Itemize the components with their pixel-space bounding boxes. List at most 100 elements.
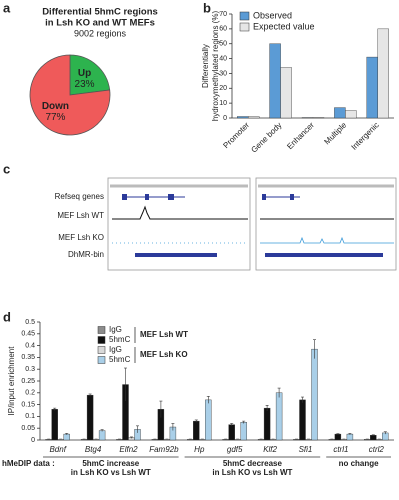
error-bar <box>100 429 104 432</box>
y-tick-label: 20 <box>219 85 227 92</box>
bar <box>240 422 247 441</box>
error-bar <box>206 396 210 404</box>
error-bar <box>136 425 139 433</box>
group-label: 5hmC decrease <box>223 459 283 468</box>
y-tick-label: 0.45 <box>21 331 35 338</box>
exon <box>145 194 149 200</box>
x-tick-label: Sfi1 <box>299 445 313 454</box>
bar <box>366 56 378 119</box>
legend-group-label: MEF Lsh KO <box>140 350 188 359</box>
panel-label: c <box>3 161 10 176</box>
error-bar <box>383 431 387 435</box>
error-bar <box>336 433 340 435</box>
chart-title: Differential 5hmC regions <box>42 7 158 18</box>
legend-label: 5hmC <box>109 335 131 344</box>
error-bar <box>65 433 69 435</box>
ko-track <box>260 236 394 244</box>
track-label: MEF Lsh KO <box>58 233 104 242</box>
track-label: MEF Lsh WT <box>57 211 104 220</box>
error-bar <box>124 367 127 402</box>
x-tick-label: Intergenic <box>349 121 380 152</box>
legend-swatch <box>97 346 106 354</box>
error-bar <box>301 396 304 403</box>
y-axis-label: IP/input enrichment <box>7 346 16 416</box>
bar <box>311 348 318 441</box>
bar <box>63 433 70 441</box>
error-bar <box>242 420 246 424</box>
y-tick-label: 0.5 <box>25 319 35 326</box>
error-bar <box>313 339 316 359</box>
legend-swatch <box>239 22 250 32</box>
x-tick-label: Enhancer <box>285 120 316 151</box>
y-tick-label: 0 <box>223 115 227 122</box>
legend-group-label: MEF Lsh WT <box>140 330 188 339</box>
x-tick-label: Gene body <box>249 121 283 155</box>
y-tick-label: 70 <box>219 11 227 18</box>
genome-browser <box>107 177 397 271</box>
group-label: in Lsh KO vs Lsh WT <box>71 468 151 477</box>
y-tick-label: 10 <box>219 100 227 107</box>
bar <box>228 424 235 441</box>
y-tick-label: 0.15 <box>21 401 35 408</box>
y-axis-label: Differentially <box>201 44 210 88</box>
y-tick-label: 0.3 <box>25 366 35 373</box>
x-tick-label: ctrl1 <box>333 445 348 454</box>
slice-value-label: 23% <box>75 79 95 90</box>
error-bar <box>230 423 234 426</box>
bar <box>263 407 271 441</box>
y-tick-label: 0 <box>31 437 35 444</box>
bar <box>205 399 212 441</box>
slice-value-label: 77% <box>45 112 65 123</box>
x-tick-label: Btg4 <box>85 445 102 454</box>
error-bar <box>159 400 163 418</box>
exon <box>122 194 127 200</box>
group-label: 5hmC increase <box>82 459 139 468</box>
x-tick-label: Fam92b <box>149 445 179 454</box>
exon <box>262 194 266 200</box>
legend-swatch <box>97 336 106 344</box>
x-tick-label: Klf2 <box>263 445 277 454</box>
x-tick-label: ctrl2 <box>369 445 385 454</box>
y-tick-label: 0.4 <box>25 342 35 349</box>
exon <box>168 194 174 200</box>
bar <box>86 394 94 441</box>
x-axis-label: hMeDIP data : <box>2 459 55 468</box>
group-label: no change <box>339 459 380 468</box>
slice-label: Down <box>42 101 69 112</box>
error-bar <box>194 419 198 423</box>
y-axis-label: hydroxymethylated regions (%) <box>211 11 220 122</box>
bar <box>98 430 106 441</box>
pie-slice <box>69 54 111 96</box>
x-tick-label: Hp <box>194 445 205 454</box>
error-bar <box>371 434 375 436</box>
x-tick-label: Multiple <box>322 120 348 146</box>
legend-label: IgG <box>109 325 122 334</box>
y-tick-label: 30 <box>219 70 227 77</box>
bar <box>269 43 281 119</box>
legend-swatch <box>97 356 106 364</box>
wt-track <box>112 205 248 220</box>
legend-label: IgG <box>109 345 122 354</box>
legend-label: Expected value <box>253 21 315 31</box>
bar <box>275 392 283 441</box>
bar <box>377 28 389 119</box>
bar <box>247 116 260 119</box>
exon <box>290 194 294 200</box>
y-tick-label: 0.25 <box>21 378 35 385</box>
y-tick-label: 0.1 <box>25 413 35 420</box>
bar <box>370 435 377 441</box>
group-label: in Lsh KO vs Lsh WT <box>212 468 292 477</box>
bar <box>299 399 306 441</box>
bar <box>345 110 357 119</box>
panel-label: d <box>3 309 11 324</box>
legend-swatch <box>239 11 250 21</box>
bar <box>51 409 58 441</box>
error-bar <box>265 405 269 411</box>
slice-label: Up <box>78 68 91 79</box>
chart-title: in Lsh KO and WT MEFs <box>45 18 155 29</box>
panel-label: a <box>3 0 11 15</box>
track-label: DhMR-bin <box>68 250 104 259</box>
error-bar <box>88 393 92 397</box>
x-tick-label: Bdnf <box>49 445 66 454</box>
